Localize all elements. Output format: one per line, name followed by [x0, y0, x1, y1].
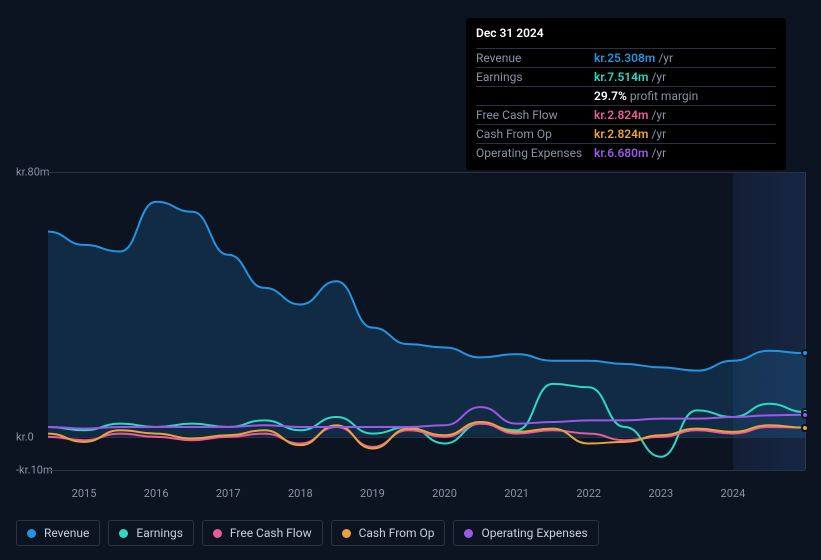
tooltip-metric-value: kr.7.514m — [594, 70, 648, 84]
legend-swatch — [464, 529, 473, 538]
tooltip-metric-label: Operating Expenses — [476, 146, 594, 160]
tooltip-metric-label: Free Cash Flow — [476, 108, 594, 122]
legend-swatch — [27, 529, 36, 538]
chart-legend: Revenue Earnings Free Cash Flow Cash From O… — [16, 520, 599, 546]
tooltip-row: Cash From Opkr.2.824m/yr — [476, 124, 776, 143]
tooltip-metric-value: kr.2.824m — [594, 108, 648, 122]
legend-swatch — [119, 529, 128, 538]
x-axis-label: 2020 — [432, 487, 457, 500]
x-axis-label: 2024 — [721, 487, 746, 500]
x-axis-label: 2022 — [576, 487, 601, 500]
x-axis-label: 2023 — [648, 487, 673, 500]
series-end-marker — [801, 424, 809, 432]
tooltip-metric-value: 29.7% — [594, 89, 627, 103]
tooltip-metric-value: kr.2.824m — [594, 127, 648, 141]
tooltip-metric-value: kr.25.308m — [594, 51, 655, 65]
series-end-marker — [801, 349, 809, 357]
tooltip-metric-unit: /yr — [651, 127, 666, 141]
y-axis-label: kr.80m — [16, 166, 50, 179]
tooltip-metric-label: Cash From Op — [476, 127, 594, 141]
series-end-marker — [801, 411, 809, 419]
tooltip-metric-unit: /yr — [651, 70, 666, 84]
tooltip-metric-unit: /yr — [658, 51, 673, 65]
legend-swatch — [213, 529, 222, 538]
chart-tooltip: Dec 31 2024 Revenuekr.25.308m/yrEarnings… — [466, 18, 786, 170]
legend-label: Earnings — [136, 526, 183, 540]
x-axis-label: 2015 — [72, 487, 97, 500]
tooltip-metric-unit: profit margin — [630, 89, 698, 103]
axis-line — [48, 470, 805, 471]
legend-item-operating-expenses[interactable]: Operating Expenses — [453, 520, 598, 546]
tooltip-metric-value: kr.6.680m — [594, 146, 648, 160]
legend-label: Operating Expenses — [481, 526, 587, 540]
financials-chart[interactable]: kr.80mkr.0-kr.10m 2015201620172018201920… — [16, 160, 805, 500]
plot-area[interactable] — [48, 172, 805, 470]
tooltip-row: Revenuekr.25.308m/yr — [476, 48, 776, 67]
tooltip-row: 29.7%profit margin — [476, 86, 776, 105]
legend-label: Cash From Op — [359, 526, 435, 540]
tooltip-metric-label: Revenue — [476, 51, 594, 65]
tooltip-row: Earningskr.7.514m/yr — [476, 67, 776, 86]
tooltip-metric-unit: /yr — [651, 108, 666, 122]
legend-label: Revenue — [44, 526, 89, 540]
x-axis-label: 2021 — [504, 487, 529, 500]
x-axis-label: 2016 — [144, 487, 169, 500]
y-axis-label: kr.0 — [16, 430, 34, 443]
x-axis-label: 2019 — [360, 487, 385, 500]
x-axis-label: 2017 — [216, 487, 241, 500]
legend-item-free-cash-flow[interactable]: Free Cash Flow — [202, 520, 323, 546]
x-axis-label: 2018 — [288, 487, 313, 500]
tooltip-metric-label: Earnings — [476, 70, 594, 84]
legend-item-earnings[interactable]: Earnings — [108, 520, 194, 546]
legend-item-cash-from-op[interactable]: Cash From Op — [331, 520, 446, 546]
tooltip-date: Dec 31 2024 — [476, 26, 776, 44]
legend-label: Free Cash Flow — [230, 526, 312, 540]
legend-swatch — [342, 529, 351, 538]
tooltip-row: Free Cash Flowkr.2.824m/yr — [476, 105, 776, 124]
legend-item-revenue[interactable]: Revenue — [16, 520, 100, 546]
tooltip-metric-label — [476, 89, 594, 103]
chart-svg — [48, 172, 805, 470]
series-fill — [48, 202, 805, 437]
tooltip-metric-unit: /yr — [651, 146, 666, 160]
